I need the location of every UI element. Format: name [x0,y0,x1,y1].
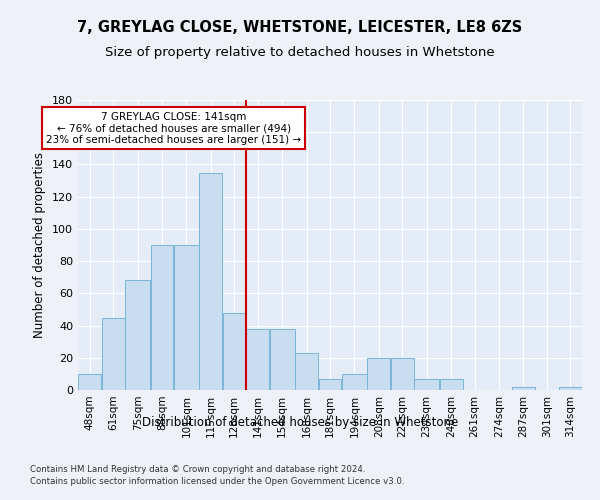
Bar [559,387,582,390]
Bar [199,172,222,390]
Y-axis label: Number of detached properties: Number of detached properties [34,152,46,338]
Bar [342,374,367,390]
Bar [223,312,246,390]
Text: Size of property relative to detached houses in Whetstone: Size of property relative to detached ho… [105,46,495,59]
Text: 7 GREYLAG CLOSE: 141sqm
← 76% of detached houses are smaller (494)
23% of semi-d: 7 GREYLAG CLOSE: 141sqm ← 76% of detache… [46,112,301,145]
Bar [78,374,101,390]
Bar [102,318,125,390]
Bar [295,353,318,390]
Bar [391,358,414,390]
Bar [151,245,173,390]
Bar [414,378,439,390]
Bar [174,245,199,390]
Bar [319,378,341,390]
Bar [270,329,295,390]
Text: Contains HM Land Registry data © Crown copyright and database right 2024.: Contains HM Land Registry data © Crown c… [30,464,365,473]
Bar [246,329,269,390]
Text: 7, GREYLAG CLOSE, WHETSTONE, LEICESTER, LE8 6ZS: 7, GREYLAG CLOSE, WHETSTONE, LEICESTER, … [77,20,523,35]
Bar [440,378,463,390]
Text: Contains public sector information licensed under the Open Government Licence v3: Contains public sector information licen… [30,476,404,486]
Bar [125,280,150,390]
Text: Distribution of detached houses by size in Whetstone: Distribution of detached houses by size … [142,416,458,429]
Bar [367,358,390,390]
Bar [512,387,535,390]
